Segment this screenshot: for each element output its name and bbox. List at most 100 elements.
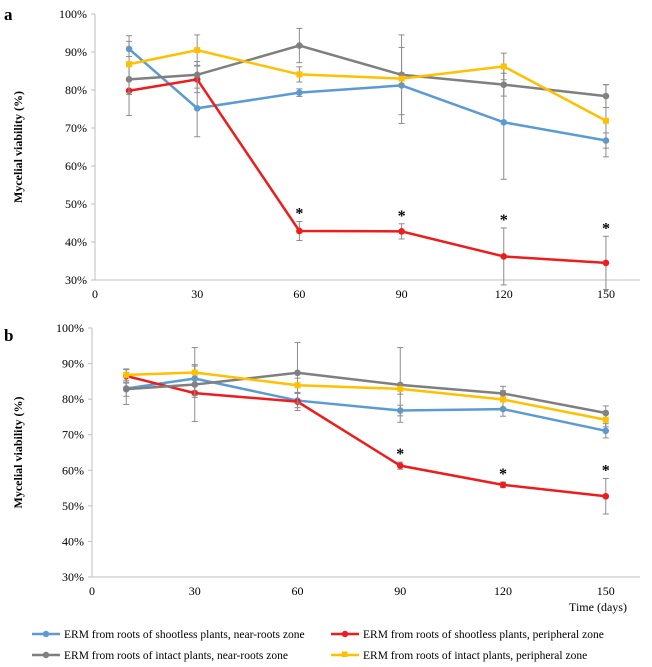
panel-a-point-shootless-peripheral bbox=[296, 227, 303, 235]
panel-b-y-tick-label: 90% bbox=[62, 357, 84, 371]
panel-b-x-tick-label: 0 bbox=[89, 584, 95, 598]
panel-a-y-tick-label: 90% bbox=[65, 45, 87, 59]
panel-b-significance-star: * bbox=[602, 462, 610, 479]
panel-a-x-tick-label: 30 bbox=[191, 287, 203, 301]
panel-a-y-tick-label: 50% bbox=[65, 197, 87, 211]
panel-b-point-intact-peripheral bbox=[500, 396, 506, 403]
panel-b-point-shootless-peripheral bbox=[602, 492, 610, 500]
panel-a-y-tick-label: 30% bbox=[65, 273, 87, 287]
panel-b-line-intact-near bbox=[126, 371, 606, 415]
panel-b-x-axis-title: Time (days) bbox=[569, 600, 627, 614]
legend-marker-shootless-near bbox=[42, 630, 50, 638]
panel-a-point-intact-peripheral bbox=[602, 117, 609, 124]
panel-a-point-shootless-peripheral bbox=[602, 259, 610, 267]
panel-b-y-axis-title: Mycelial viability (%) bbox=[11, 397, 25, 509]
panel-a-point-shootless-peripheral bbox=[398, 228, 405, 235]
panel-a-point-intact-near bbox=[500, 81, 508, 88]
panel-b-y-tick-label: 100% bbox=[56, 321, 84, 335]
panel-a-y-tick-label: 80% bbox=[65, 83, 87, 97]
panel-a-line-shootless-near bbox=[128, 48, 607, 142]
panel-b-y-tick-label: 50% bbox=[62, 499, 84, 513]
panel-a-y-axis-title: Mycelial viability (%) bbox=[11, 91, 25, 203]
panel-a-significance-star: * bbox=[398, 208, 406, 225]
panel-a-point-shootless-near bbox=[193, 104, 201, 112]
panel-a-series-intact-near bbox=[125, 27, 610, 116]
panel-b-x-tick-label: 60 bbox=[292, 584, 304, 598]
legend-item-intact-near: ERM from roots of intact plants, near-ro… bbox=[32, 650, 288, 662]
panel-a-x-tick-label: 90 bbox=[396, 287, 408, 301]
legend-marker-intact-near bbox=[42, 651, 50, 659]
legend-marker-shootless-peripheral bbox=[341, 630, 349, 638]
panel-a-x-tick-label: 0 bbox=[92, 287, 98, 301]
panel-a-point-intact-peripheral bbox=[296, 71, 303, 78]
panel-b-x-tick-label: 90 bbox=[394, 584, 406, 598]
panel-a-point-intact-peripheral bbox=[194, 47, 201, 54]
panel-b-point-shootless-peripheral bbox=[396, 462, 404, 469]
panel-b-point-intact-near bbox=[294, 369, 301, 377]
panel-a-y-tick-label: 40% bbox=[65, 235, 87, 249]
panel-a-series-shootless-near bbox=[125, 40, 610, 180]
legend-item-shootless-peripheral: ERM from roots of shootless plants, peri… bbox=[331, 629, 604, 641]
panel-a-x-tick-label: 120 bbox=[495, 287, 513, 301]
panel-a-significance-star: * bbox=[295, 205, 303, 222]
legend-item-intact-peripheral: ERM from roots of intact plants, periphe… bbox=[331, 650, 587, 662]
panel-a-y-tick-label: 60% bbox=[65, 159, 87, 173]
panel-b-series-intact-peripheral bbox=[123, 347, 609, 428]
panel-b-y-tick-label: 30% bbox=[62, 570, 84, 584]
panel-b-y-tick-label: 70% bbox=[62, 428, 84, 442]
panel-a-line-intact-peripheral bbox=[128, 48, 607, 122]
panel-a-line-shootless-peripheral bbox=[128, 77, 607, 265]
panel-a-line-intact-near bbox=[128, 44, 607, 98]
panel-b-series-intact-near bbox=[122, 342, 610, 423]
legend-label-shootless-peripheral: ERM from roots of shootless plants, peri… bbox=[363, 629, 604, 641]
panel-a-series-shootless-peripheral bbox=[125, 65, 610, 290]
panel-a-point-shootless-near bbox=[296, 89, 303, 96]
panel-b-x-tick-label: 150 bbox=[597, 584, 615, 598]
panel-a-point-intact-peripheral bbox=[398, 75, 405, 82]
panel-b-line-intact-peripheral bbox=[126, 371, 606, 422]
panel-b-series-shootless-near bbox=[122, 365, 610, 439]
panel-b-significance-star: * bbox=[499, 466, 507, 483]
panel-a-point-shootless-near bbox=[500, 119, 508, 126]
panel-a-point-shootless-peripheral bbox=[500, 253, 508, 260]
panel-b-chart: 30% 40% 50% 60% 70% 80% 90% 100% 0 30 60 90 120 150 b M… bbox=[4, 321, 640, 614]
panel-b-y-tick-label: 40% bbox=[62, 534, 84, 548]
panel-b-point-intact-peripheral bbox=[602, 416, 609, 423]
panel-b-point-intact-peripheral bbox=[123, 371, 130, 378]
panel-a-point-intact-near bbox=[296, 42, 303, 49]
panel-a-point-intact-near bbox=[193, 71, 201, 79]
panel-a-point-intact-peripheral bbox=[500, 63, 507, 70]
legend: ERM from roots of shootless plants, near… bbox=[32, 629, 604, 662]
panel-a-point-intact-peripheral bbox=[126, 61, 133, 68]
panel-b-line-shootless-peripheral bbox=[125, 374, 606, 498]
panel-b-y-tick-label: 80% bbox=[62, 392, 84, 406]
panel-a-y-tick-label: 100% bbox=[59, 7, 87, 21]
panel-a-chart: 30% 40% 50% 60% 70% 80% 90% 100% 0 30 60 90 120 150 a M… bbox=[4, 5, 640, 301]
panel-a-letter: a bbox=[4, 5, 13, 24]
panel-b-point-intact-peripheral bbox=[191, 369, 198, 376]
panel-b-point-shootless-near bbox=[499, 405, 507, 413]
legend-label-intact-near: ERM from roots of intact plants, near-ro… bbox=[64, 650, 288, 662]
panel-b-line-shootless-near bbox=[126, 377, 607, 433]
panel-a-y-tick-label: 70% bbox=[65, 121, 87, 135]
legend-label-intact-peripheral: ERM from roots of intact plants, periphe… bbox=[363, 650, 587, 662]
panel-b-point-shootless-near bbox=[602, 427, 610, 435]
legend-item-shootless-near: ERM from roots of shootless plants, near… bbox=[32, 629, 305, 641]
panel-b-y-tick-label: 60% bbox=[62, 463, 84, 477]
panel-b-point-intact-peripheral bbox=[397, 385, 404, 392]
panel-a-x-tick-label: 60 bbox=[293, 287, 305, 301]
panel-b-point-intact-near bbox=[122, 385, 130, 393]
panel-b-point-intact-peripheral bbox=[294, 382, 301, 389]
panel-a-significance-star: * bbox=[602, 220, 610, 237]
legend-marker-intact-peripheral bbox=[342, 651, 348, 657]
panel-b-letter: b bbox=[4, 326, 13, 345]
panel-a-x-tick-label: 150 bbox=[597, 287, 615, 301]
panel-b-x-tick-label: 30 bbox=[189, 584, 201, 598]
legend-label-shootless-near: ERM from roots of shootless plants, near… bbox=[64, 629, 305, 641]
panel-b-point-shootless-peripheral bbox=[499, 481, 507, 489]
panel-b-x-tick-label: 120 bbox=[494, 584, 512, 598]
panel-a-series-intact-peripheral bbox=[126, 34, 609, 158]
panel-b-significance-star: * bbox=[396, 446, 404, 463]
panel-a-significance-star: * bbox=[500, 212, 508, 229]
